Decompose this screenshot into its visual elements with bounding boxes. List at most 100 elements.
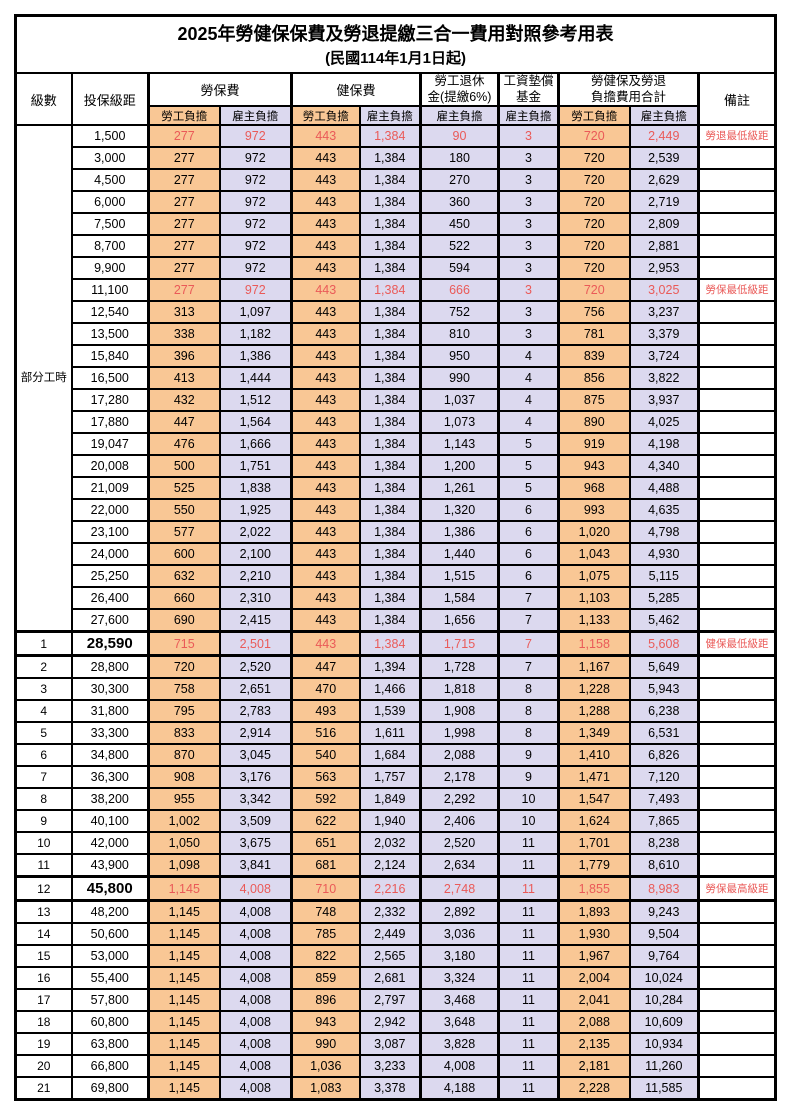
health-employer-fee-cell: 1,384 [358,586,422,610]
labor-employee-fee-cell: 660 [147,586,221,610]
table-row: 11,100 277 972 443 1,384 666 3 720 3,025… [14,278,777,302]
labor-employer-fee-cell: 972 [218,278,293,302]
table-row: 22,000 550 1,925 443 1,384 1,320 6 993 4… [14,498,777,522]
fee-comparison-table: 2025年勞健保保費及勞退提繳三合一費用對照參考用表 (民國114年1月1日起)… [14,14,778,1101]
remark-cell [696,922,777,946]
pension-employer-fee-cell: 950 [419,344,500,368]
health-employee-fee-cell: 443 [290,366,361,390]
remark-cell [696,190,777,214]
salary-bracket-cell: 23,100 [70,520,150,544]
health-employee-fee-cell: 563 [290,765,361,789]
table-row: 14 50,600 1,145 4,008 785 2,449 3,036 11… [14,922,777,946]
fund-employer-fee-cell: 6 [497,498,560,522]
health-employee-fee-cell: 943 [290,1010,361,1034]
fund-employer-fee-cell: 3 [497,124,560,148]
total-employee-fee-cell: 1,075 [557,564,631,588]
labor-employer-fee-cell: 4,008 [218,944,293,968]
health-employee-fee-cell: 443 [290,608,361,633]
total-employee-fee-cell: 781 [557,322,631,346]
level-cell [14,191,73,213]
total-employer-fee-cell: 5,649 [628,654,700,679]
labor-employer-fee-cell: 2,210 [218,564,293,588]
salary-bracket-cell: 43,900 [70,853,150,878]
health-employer-fee-cell: 3,233 [358,1054,422,1078]
fund-employer-fee-cell: 5 [497,432,560,456]
labor-employer-fee-cell: 2,651 [218,677,293,701]
labor-employee-fee-cell: 313 [147,300,221,324]
pension-employer-fee-cell: 2,748 [419,875,500,902]
table-body: 1,500 277 972 443 1,384 90 3 720 2,449 勞… [14,124,777,1101]
fund-employer-fee-cell: 3 [497,256,560,280]
labor-employer-fee-cell: 972 [218,124,293,148]
labor-employer-fee-cell: 1,751 [218,454,293,478]
total-employee-fee-cell: 1,967 [557,944,631,968]
fund-employer-fee-cell: 7 [497,586,560,610]
total-employee-fee-cell: 756 [557,300,631,324]
labor-employer-fee-cell: 4,008 [218,875,293,902]
level-cell: 10 [14,831,73,855]
labor-employee-fee-cell: 277 [147,146,221,170]
remark-cell [696,1076,777,1101]
pension-employer-fee-cell: 1,908 [419,699,500,723]
labor-employee-fee-cell: 870 [147,743,221,767]
labor-employer-fee-cell: 3,176 [218,765,293,789]
table-row: 21 69,800 1,145 4,008 1,083 3,378 4,188 … [14,1076,777,1101]
table-row: 26,400 660 2,310 443 1,384 1,584 7 1,103… [14,586,777,610]
salary-bracket-cell: 69,800 [70,1076,150,1101]
fund-employer-fee-cell: 11 [497,966,560,990]
health-employee-fee-cell: 748 [290,899,361,924]
total-employer-fee-cell: 9,764 [628,944,700,968]
pension-employer-fee-cell: 522 [419,234,500,258]
labor-employee-fee-cell: 476 [147,432,221,456]
fund-employer-fee-cell: 8 [497,699,560,723]
level-cell: 部分工時 [14,367,73,389]
total-employer-fee-cell: 7,865 [628,809,700,833]
labor-employee-fee-cell: 577 [147,520,221,544]
total-employee-fee-cell: 2,004 [557,966,631,990]
total-employee-fee-cell: 943 [557,454,631,478]
salary-bracket-cell: 11,100 [70,278,150,302]
total-employee-fee-cell: 890 [557,410,631,434]
salary-bracket-cell: 6,000 [70,190,150,214]
col-header-remark: 備註 [696,72,777,126]
level-cell: 16 [14,966,73,990]
remark-cell [696,234,777,258]
fund-employer-fee-cell: 3 [497,212,560,236]
labor-employee-fee-cell: 1,145 [147,988,221,1012]
pension-employer-fee-cell: 1,728 [419,654,500,679]
total-employee-fee-cell: 720 [557,190,631,214]
subheader-health-employer-share: 雇主負擔 [358,105,422,126]
fund-employer-fee-cell: 4 [497,366,560,390]
labor-employer-fee-cell: 4,008 [218,1010,293,1034]
total-employer-fee-cell: 2,881 [628,234,700,258]
table-row: 1 28,590 715 2,501 443 1,384 1,715 7 1,1… [14,630,777,657]
health-employee-fee-cell: 859 [290,966,361,990]
total-employer-fee-cell: 5,943 [628,677,700,701]
fund-employer-fee-cell: 7 [497,608,560,633]
labor-employer-fee-cell: 4,008 [218,966,293,990]
remark-cell [696,899,777,924]
fund-employer-fee-cell: 4 [497,410,560,434]
total-employer-fee-cell: 4,025 [628,410,700,434]
total-employee-fee-cell: 1,349 [557,721,631,745]
health-employee-fee-cell: 443 [290,498,361,522]
health-employer-fee-cell: 2,681 [358,966,422,990]
labor-employee-fee-cell: 1,145 [147,1032,221,1056]
total-employee-fee-cell: 1,020 [557,520,631,544]
health-employer-fee-cell: 1,384 [358,410,422,434]
table-row: 7 36,300 908 3,176 563 1,757 2,178 9 1,4… [14,765,777,789]
health-employer-fee-cell: 1,384 [358,234,422,258]
labor-employee-fee-cell: 1,002 [147,809,221,833]
health-employee-fee-cell: 1,036 [290,1054,361,1078]
subheader-pension-employer-share: 雇主負擔 [419,105,500,126]
total-employer-fee-cell: 11,585 [628,1076,700,1101]
labor-employer-fee-cell: 1,386 [218,344,293,368]
total-employer-fee-cell: 4,488 [628,476,700,500]
labor-employee-fee-cell: 715 [147,630,221,657]
fund-employer-fee-cell: 8 [497,677,560,701]
health-employee-fee-cell: 443 [290,124,361,148]
level-cell: 18 [14,1010,73,1034]
fund-employer-fee-cell: 6 [497,542,560,566]
table-row: 8,700 277 972 443 1,384 522 3 720 2,881 [14,234,777,258]
